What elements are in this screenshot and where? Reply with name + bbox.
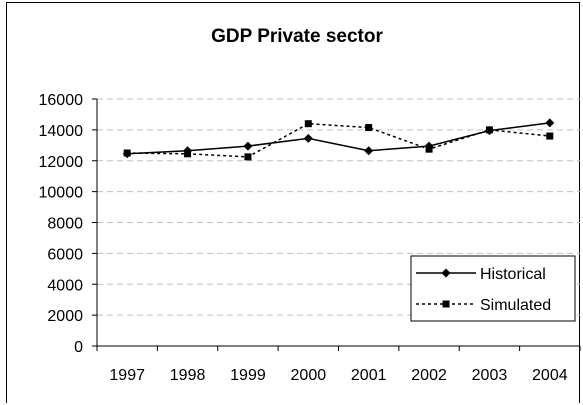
y-tick-label: 4000 xyxy=(47,277,83,294)
data-point-square xyxy=(546,132,554,140)
data-point-diamond xyxy=(243,141,253,151)
legend-label: Historical xyxy=(480,266,546,283)
data-point-square xyxy=(184,150,192,158)
x-tick-label: 1999 xyxy=(230,367,266,384)
x-tick-label: 2003 xyxy=(472,367,508,384)
x-tick-label: 2002 xyxy=(411,367,447,384)
y-tick-labels: 0 2000 4000 6000 8000 10000 12000 14000 16000 xyxy=(39,92,84,356)
data-point-square xyxy=(425,145,433,153)
x-tick-labels: 1997 1998 1999 2000 2001 2002 2003 2004 xyxy=(109,367,567,384)
chart-frame xyxy=(6,2,580,403)
y-tick-label: 14000 xyxy=(39,123,84,140)
data-point-square xyxy=(123,149,131,157)
legend-square-marker xyxy=(442,300,450,308)
axes xyxy=(92,98,581,351)
y-tick-label: 12000 xyxy=(39,154,84,171)
data-point-square xyxy=(244,153,252,161)
y-tick-label: 8000 xyxy=(47,216,83,233)
y-tick-label: 16000 xyxy=(39,92,84,109)
chart-title: GDP Private sector xyxy=(211,26,383,47)
y-tick-label: 2000 xyxy=(47,308,83,325)
series-simulated xyxy=(123,120,554,161)
legend-entry: Simulated xyxy=(416,297,551,314)
x-tick-label: 2004 xyxy=(532,367,568,384)
gridlines xyxy=(97,98,580,316)
legend: Historical Simulated xyxy=(410,255,576,322)
data-point-square xyxy=(304,120,312,128)
x-tick-label: 1997 xyxy=(109,367,145,384)
legend-diamond-marker xyxy=(441,268,451,278)
x-tick-label: 2000 xyxy=(291,367,327,384)
data-point-square xyxy=(485,126,493,134)
data-point-diamond xyxy=(303,133,313,143)
legend-entry: Historical xyxy=(416,266,546,283)
legend-label: Simulated xyxy=(480,297,551,314)
data-point-square xyxy=(365,124,373,132)
y-tick-label: 0 xyxy=(74,339,83,356)
legend-box xyxy=(410,255,576,322)
data-point-diamond xyxy=(364,146,374,156)
y-tick-label: 10000 xyxy=(39,185,84,202)
x-tick-label: 2001 xyxy=(351,367,387,384)
data-point-diamond xyxy=(545,118,555,128)
y-tick-label: 6000 xyxy=(47,246,83,263)
x-tick-label: 1998 xyxy=(170,367,206,384)
series-layer xyxy=(122,118,555,161)
series-line xyxy=(127,122,550,158)
